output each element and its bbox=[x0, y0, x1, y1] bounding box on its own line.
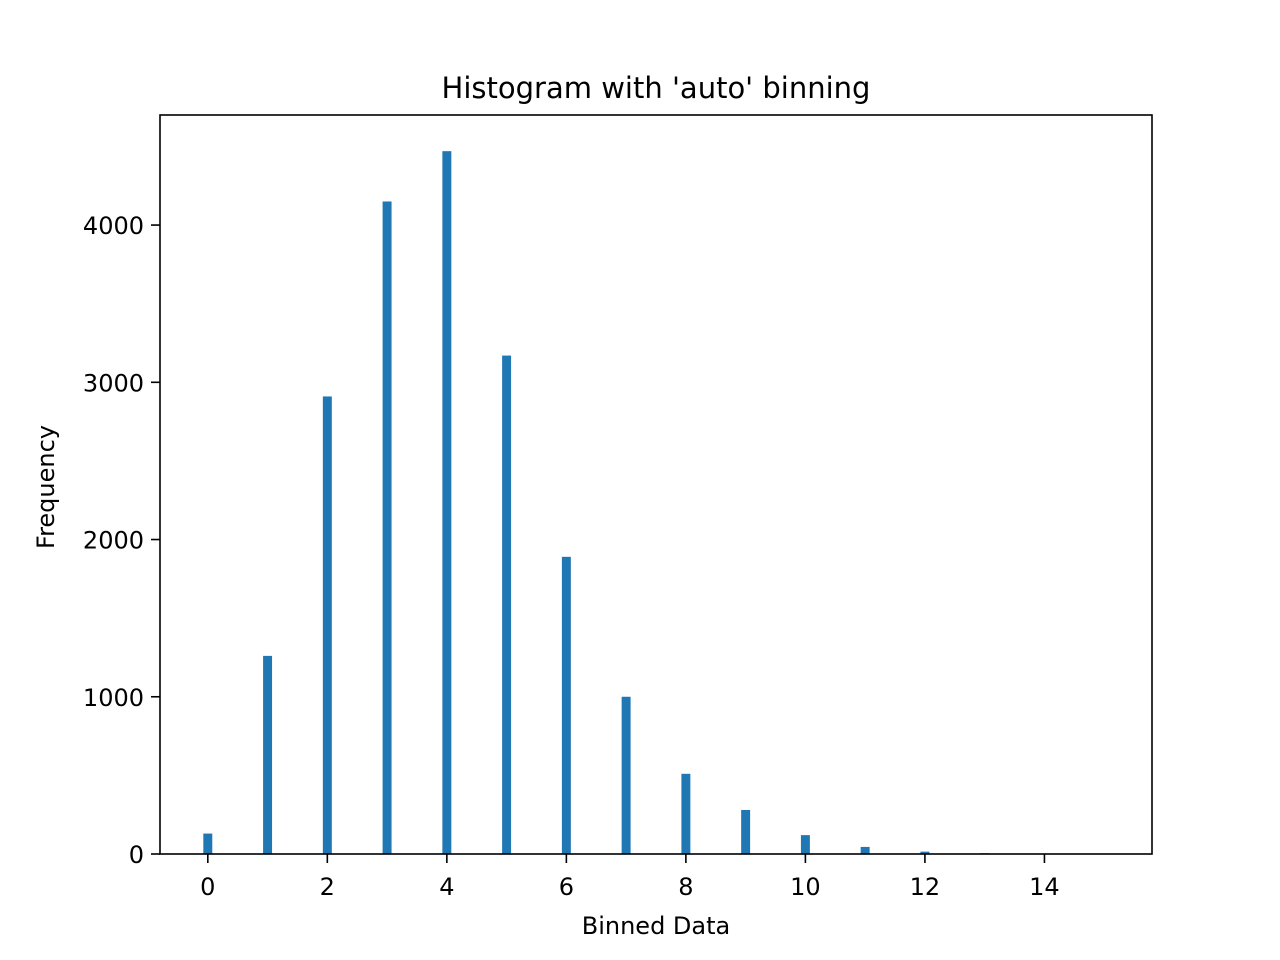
x-tick-label: 8 bbox=[678, 873, 693, 901]
y-tick-label: 1000 bbox=[83, 684, 144, 712]
plot-frame bbox=[159, 114, 1153, 855]
histogram-bar bbox=[920, 851, 930, 854]
chart-title: Histogram with 'auto' binning bbox=[442, 71, 871, 105]
histogram-bar bbox=[382, 201, 392, 854]
histogram-bar bbox=[561, 556, 571, 854]
histogram-bar bbox=[502, 355, 512, 854]
histogram-bar bbox=[263, 655, 273, 854]
y-tick-label: 2000 bbox=[83, 527, 144, 555]
y-tick-label: 4000 bbox=[83, 212, 144, 240]
y-tick-label: 3000 bbox=[83, 369, 144, 397]
histogram-bar bbox=[681, 773, 691, 854]
histogram-bar bbox=[322, 396, 332, 854]
histogram-bar bbox=[621, 696, 631, 854]
y-axis-ticks: 0 1000 2000 3000 4000 bbox=[83, 212, 160, 869]
x-axis-ticks: 0 2 4 6 8 10 12 14 bbox=[200, 854, 1060, 901]
y-tick-label: 0 bbox=[129, 841, 144, 869]
x-tick-label: 4 bbox=[439, 873, 454, 901]
histogram-bar bbox=[203, 833, 213, 854]
histogram-bar bbox=[741, 809, 751, 854]
histogram-bar bbox=[860, 846, 870, 854]
bars-group bbox=[203, 151, 1109, 855]
x-tick-label: 6 bbox=[559, 873, 574, 901]
histogram-bar bbox=[800, 835, 810, 854]
x-tick-label: 2 bbox=[320, 873, 335, 901]
x-tick-label: 12 bbox=[910, 873, 941, 901]
x-tick-label: 14 bbox=[1029, 873, 1060, 901]
y-axis-title: Frequency bbox=[32, 425, 60, 549]
x-tick-label: 0 bbox=[200, 873, 215, 901]
x-axis-title: Binned Data bbox=[582, 912, 731, 940]
x-tick-label: 10 bbox=[790, 873, 821, 901]
histogram-bar bbox=[442, 151, 452, 855]
